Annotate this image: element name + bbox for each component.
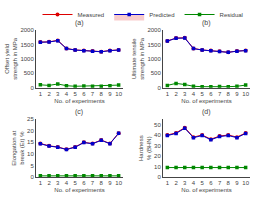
svg-text:6: 6: [209, 91, 213, 97]
svg-text:25: 25: [27, 116, 34, 122]
svg-text:15: 15: [27, 139, 34, 145]
svg-text:10: 10: [242, 180, 249, 186]
svg-text:Hardness% (BHN): Hardness% (BHN): [138, 135, 152, 161]
svg-text:5: 5: [30, 163, 34, 169]
svg-text:2: 2: [47, 180, 51, 186]
svg-text:20: 20: [154, 153, 161, 159]
svg-text:(a): (a): [75, 19, 84, 27]
svg-text:Predicted: Predicted: [149, 12, 174, 18]
svg-text:8: 8: [100, 180, 104, 186]
svg-text:Offset yieldstrength in MPa: Offset yieldstrength in MPa: [4, 37, 18, 80]
svg-text:Residual: Residual: [220, 12, 243, 18]
svg-text:9: 9: [235, 180, 239, 186]
svg-text:9: 9: [108, 91, 112, 97]
svg-text:1: 1: [39, 91, 43, 97]
svg-text:(b): (b): [202, 19, 211, 27]
svg-text:7: 7: [91, 91, 95, 97]
svg-text:0: 0: [30, 174, 34, 180]
svg-text:Elongation atbreak (Et) %: Elongation atbreak (Et) %: [11, 130, 25, 165]
svg-text:0: 0: [157, 85, 161, 91]
svg-text:50: 50: [154, 122, 161, 128]
svg-text:3: 3: [183, 180, 187, 186]
svg-text:Measured: Measured: [78, 12, 105, 18]
svg-text:6: 6: [82, 91, 86, 97]
svg-text:1: 1: [39, 180, 43, 186]
svg-text:0: 0: [157, 174, 161, 180]
svg-text:1500: 1500: [147, 42, 161, 48]
svg-text:2000: 2000: [147, 27, 161, 33]
svg-text:10: 10: [27, 151, 34, 157]
svg-text:30: 30: [154, 143, 161, 149]
svg-text:3: 3: [183, 91, 187, 97]
svg-text:4: 4: [192, 180, 196, 186]
svg-text:2: 2: [174, 180, 178, 186]
svg-text:9: 9: [108, 180, 112, 186]
svg-text:7: 7: [218, 91, 222, 97]
svg-text:6: 6: [209, 180, 213, 186]
svg-text:8: 8: [100, 91, 104, 97]
svg-text:4: 4: [65, 180, 69, 186]
svg-text:4: 4: [192, 91, 196, 97]
svg-text:5: 5: [200, 180, 204, 186]
svg-text:7: 7: [91, 180, 95, 186]
svg-text:1000: 1000: [147, 56, 161, 62]
svg-text:10: 10: [115, 180, 122, 186]
svg-text:3: 3: [56, 180, 60, 186]
svg-text:10: 10: [242, 91, 249, 97]
svg-text:1: 1: [166, 180, 170, 186]
svg-text:3: 3: [56, 91, 60, 97]
svg-text:1000: 1000: [20, 56, 34, 62]
svg-text:10: 10: [115, 91, 122, 97]
svg-text:7: 7: [218, 180, 222, 186]
svg-text:10: 10: [154, 164, 161, 170]
svg-text:2000: 2000: [20, 27, 34, 33]
svg-text:4: 4: [65, 91, 69, 97]
svg-text:No. of experiments: No. of experiments: [181, 187, 231, 193]
svg-text:20: 20: [27, 128, 34, 134]
svg-text:2: 2: [174, 91, 178, 97]
svg-text:6: 6: [82, 180, 86, 186]
svg-text:40: 40: [154, 132, 161, 138]
svg-text:(c): (c): [75, 108, 83, 116]
svg-text:1: 1: [166, 91, 170, 97]
svg-text:2: 2: [47, 91, 51, 97]
svg-text:5: 5: [200, 91, 204, 97]
svg-text:0: 0: [30, 85, 34, 91]
svg-text:5: 5: [73, 91, 77, 97]
svg-text:9: 9: [235, 91, 239, 97]
svg-text:No. of experiments: No. of experiments: [54, 98, 104, 104]
svg-text:(d): (d): [202, 108, 211, 116]
svg-text:500: 500: [151, 70, 162, 76]
svg-text:8: 8: [227, 180, 231, 186]
svg-text:1500: 1500: [20, 42, 34, 48]
svg-text:No. of experiments: No. of experiments: [181, 98, 231, 104]
svg-text:500: 500: [24, 70, 35, 76]
svg-text:Ultimate tensilestrength in MP: Ultimate tensilestrength in MPa: [131, 37, 145, 80]
svg-text:No. of experiments: No. of experiments: [54, 187, 104, 193]
svg-text:8: 8: [227, 91, 231, 97]
svg-text:5: 5: [73, 180, 77, 186]
